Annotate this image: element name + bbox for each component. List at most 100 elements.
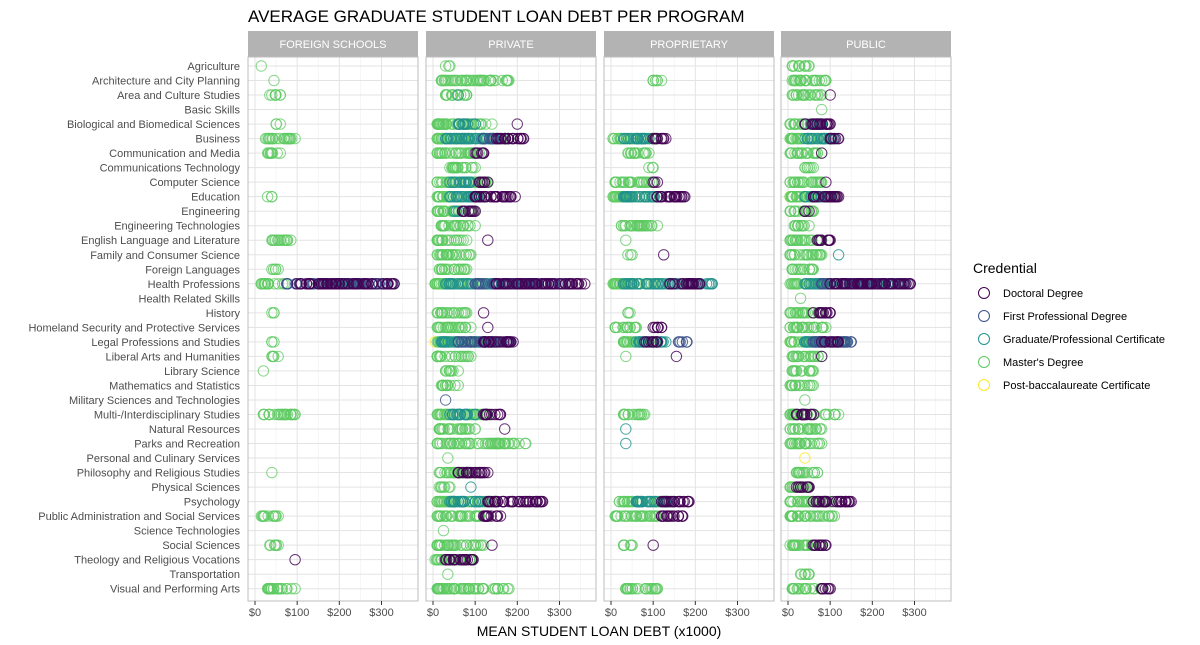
category-label-area-and-culture-studies: Area and Culture Studies [117, 90, 240, 102]
point-master [455, 350, 468, 363]
point-doctoral [647, 336, 660, 348]
point-master [432, 307, 444, 319]
point-master [784, 205, 797, 217]
point-master [784, 176, 797, 188]
point-grad-cert [812, 132, 824, 145]
point-doctoral [879, 278, 891, 290]
point-master [431, 437, 444, 450]
point-master [828, 510, 841, 522]
point-master [455, 89, 467, 101]
point-master [264, 539, 277, 551]
point-master [808, 437, 820, 450]
facet-strip [426, 31, 596, 57]
point-master [478, 74, 490, 87]
point-master [625, 176, 637, 188]
point-master [639, 408, 651, 421]
point-master [800, 437, 812, 450]
point-doctoral [642, 336, 655, 348]
point-doctoral [834, 278, 847, 290]
category-label-psychology: Psychology [184, 497, 241, 509]
category-label-history: History [206, 308, 241, 320]
point-master [451, 74, 463, 87]
category-label-mathematics-and-statistics: Mathematics and Statistics [109, 380, 240, 392]
point-doctoral [559, 278, 571, 290]
point-grad-cert [632, 132, 644, 145]
point-doctoral [456, 466, 469, 479]
point-doctoral [511, 278, 524, 290]
category-label-natural-resources: Natural Resources [149, 424, 241, 436]
point-master [807, 510, 819, 522]
category-label-liberal-arts-and-humanities: Liberal Arts and Humanities [105, 351, 240, 363]
point-master [449, 437, 461, 450]
point-master [452, 365, 464, 377]
point-doctoral [819, 191, 831, 203]
point-doctoral [652, 321, 664, 334]
point-master [439, 74, 452, 87]
point-master [798, 263, 810, 275]
category-label-computer-science: Computer Science [150, 177, 241, 189]
point-doctoral [479, 191, 492, 203]
category-label-engineering-technologies: Engineering Technologies [114, 221, 240, 233]
point-master [649, 74, 662, 87]
point-master [808, 466, 820, 479]
point-doctoral [824, 234, 836, 246]
point-master [440, 249, 452, 261]
legend-label-grad-cert: Graduate/Professional Certificate [1003, 334, 1165, 346]
point-first-professional [676, 336, 689, 348]
point-doctoral [549, 278, 562, 290]
point-master [436, 307, 449, 319]
point-master [465, 249, 477, 261]
point-doctoral [821, 307, 833, 319]
point-grad-cert [706, 278, 718, 290]
point-doctoral [799, 205, 811, 217]
point-master [795, 220, 808, 232]
point-master [463, 510, 476, 522]
point-master [649, 583, 661, 595]
point-master [268, 74, 280, 87]
point-grad-cert [477, 495, 490, 508]
point-doctoral [656, 510, 668, 522]
point-doctoral [883, 278, 896, 290]
point-master [457, 234, 469, 246]
point-doctoral [826, 336, 839, 348]
point-master [803, 437, 815, 450]
point-master [435, 74, 448, 87]
point-master [643, 161, 655, 174]
point-master [270, 132, 282, 145]
point-doctoral [477, 147, 490, 159]
point-master [790, 350, 803, 363]
point-doctoral [887, 278, 899, 290]
point-master [816, 249, 828, 261]
point-master [643, 583, 655, 595]
point-doctoral [657, 132, 670, 145]
facet-private: PRIVATE $0 $100 $200 $300 [425, 31, 597, 619]
point-doctoral [655, 191, 667, 203]
point-master [643, 510, 656, 522]
point-doctoral [647, 539, 659, 551]
legend-item-post-bac: Post-baccalaureate Certificate [978, 379, 1150, 392]
legend-label-first-professional: First Professional Degree [1003, 311, 1127, 323]
point-master [441, 365, 453, 377]
point-doctoral [499, 132, 511, 145]
category-labels: Agriculture Architecture and City Plannin… [28, 61, 240, 596]
point-doctoral [497, 336, 510, 348]
point-master [488, 74, 500, 87]
point-doctoral [546, 278, 558, 290]
point-master [453, 234, 465, 246]
point-first-professional [845, 336, 857, 348]
x-tick-label: $200 [860, 607, 884, 619]
point-master [789, 249, 801, 261]
point-master [473, 510, 486, 522]
point-master [487, 583, 500, 595]
point-master [472, 539, 484, 551]
category-label-transportation: Transportation [169, 569, 240, 581]
point-grad-cert [469, 495, 482, 508]
point-doctoral [824, 89, 836, 101]
point-grad-cert [618, 191, 631, 203]
point-doctoral [832, 336, 845, 348]
point-first-professional [478, 132, 490, 145]
point-master [622, 583, 634, 595]
point-doctoral [482, 176, 494, 188]
category-label-library-science: Library Science [164, 366, 240, 378]
point-master [618, 539, 630, 551]
